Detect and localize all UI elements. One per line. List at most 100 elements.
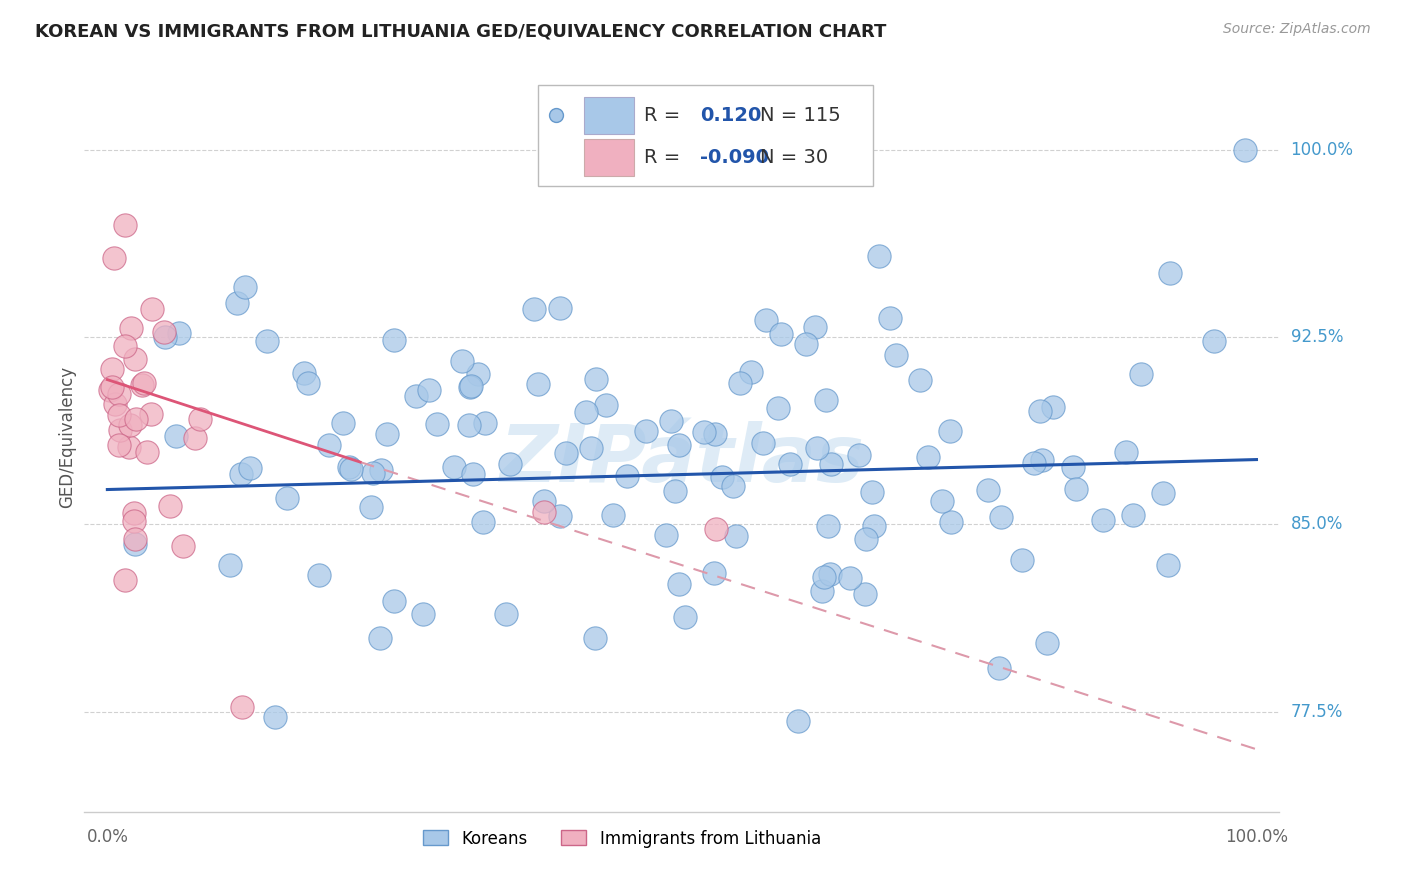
Koreans <box>1062 459 1084 474</box>
Text: 100.0%: 100.0% <box>1291 141 1354 159</box>
Immigrants from Lithuania <box>533 505 555 519</box>
Koreans <box>1233 143 1256 157</box>
Koreans <box>1036 635 1059 649</box>
Koreans <box>460 379 482 393</box>
Koreans <box>426 417 449 431</box>
Koreans <box>863 519 886 533</box>
Koreans <box>554 446 576 460</box>
Koreans <box>755 313 778 327</box>
Koreans <box>868 249 890 263</box>
Koreans <box>721 479 744 493</box>
Koreans <box>806 441 828 455</box>
Koreans <box>862 484 884 499</box>
Immigrants from Lithuania <box>231 700 253 714</box>
Koreans <box>533 493 555 508</box>
Koreans <box>256 334 278 349</box>
Koreans <box>458 417 481 432</box>
Immigrants from Lithuania <box>108 387 131 401</box>
Koreans <box>848 448 870 462</box>
Immigrants from Lithuania <box>172 539 194 553</box>
Koreans <box>548 301 571 316</box>
Koreans <box>636 424 658 438</box>
Koreans <box>817 519 839 533</box>
Koreans <box>375 426 398 441</box>
Immigrants from Lithuania <box>103 252 125 266</box>
Koreans <box>1042 400 1064 414</box>
Koreans <box>451 354 474 368</box>
Text: 92.5%: 92.5% <box>1291 328 1343 346</box>
Koreans <box>855 532 877 546</box>
Koreans <box>332 417 354 431</box>
Koreans <box>820 457 842 471</box>
Koreans <box>673 610 696 624</box>
Immigrants from Lithuania <box>118 418 141 433</box>
Text: R =: R = <box>644 148 686 167</box>
Koreans <box>239 461 262 475</box>
Koreans <box>229 467 252 482</box>
Koreans <box>1152 486 1174 500</box>
Immigrants from Lithuania <box>98 384 121 398</box>
Koreans <box>990 510 1012 524</box>
Koreans <box>461 467 484 481</box>
Koreans <box>233 280 256 294</box>
Koreans <box>703 566 725 581</box>
Koreans <box>499 458 522 472</box>
Immigrants from Lithuania <box>114 218 136 232</box>
Koreans <box>668 438 690 452</box>
Koreans <box>167 326 190 340</box>
Koreans <box>938 424 960 438</box>
Immigrants from Lithuania <box>124 514 146 528</box>
Immigrants from Lithuania <box>159 499 181 513</box>
Koreans <box>405 389 427 403</box>
Immigrants from Lithuania <box>124 351 146 366</box>
Text: N = 30: N = 30 <box>759 148 828 167</box>
Koreans <box>664 483 686 498</box>
Koreans <box>579 441 602 455</box>
Text: 0.120: 0.120 <box>700 106 761 125</box>
Koreans <box>276 491 298 506</box>
Koreans <box>368 631 391 645</box>
Koreans <box>308 568 330 582</box>
Koreans <box>1122 508 1144 522</box>
Koreans <box>467 367 489 381</box>
Immigrants from Lithuania <box>100 380 122 394</box>
Koreans <box>153 330 176 344</box>
Koreans <box>382 594 405 608</box>
Immigrants from Lithuania <box>706 523 728 537</box>
Koreans <box>1092 512 1115 526</box>
Koreans <box>264 709 287 723</box>
Text: 85.0%: 85.0% <box>1291 516 1343 533</box>
Immigrants from Lithuania <box>122 506 145 520</box>
Koreans <box>786 714 808 729</box>
Koreans <box>226 296 249 310</box>
Bar <box>583 96 634 134</box>
Koreans <box>340 462 363 476</box>
Koreans <box>292 367 315 381</box>
Immigrants from Lithuania <box>107 437 129 451</box>
Koreans <box>575 405 598 419</box>
Koreans <box>458 380 481 394</box>
Koreans <box>1031 452 1053 467</box>
Legend: Koreans, Immigrants from Lithuania: Koreans, Immigrants from Lithuania <box>415 822 830 855</box>
Koreans <box>711 470 734 484</box>
Immigrants from Lithuania <box>188 412 211 426</box>
Koreans <box>471 516 494 530</box>
Koreans <box>810 583 832 598</box>
Koreans <box>616 469 638 483</box>
Koreans <box>526 376 548 391</box>
Text: -0.090: -0.090 <box>700 148 769 167</box>
Koreans <box>1011 552 1033 566</box>
Koreans <box>297 376 319 391</box>
Koreans <box>585 372 607 386</box>
Text: KOREAN VS IMMIGRANTS FROM LITHUANIA GED/EQUIVALENCY CORRELATION CHART: KOREAN VS IMMIGRANTS FROM LITHUANIA GED/… <box>35 22 887 40</box>
Koreans <box>1204 334 1226 348</box>
Koreans <box>1064 483 1087 497</box>
Koreans <box>740 365 762 379</box>
Bar <box>583 139 634 177</box>
Koreans <box>931 493 953 508</box>
Immigrants from Lithuania <box>120 321 142 335</box>
Koreans <box>730 376 752 391</box>
Koreans <box>165 428 187 442</box>
Koreans <box>595 398 617 412</box>
Koreans <box>495 607 517 621</box>
